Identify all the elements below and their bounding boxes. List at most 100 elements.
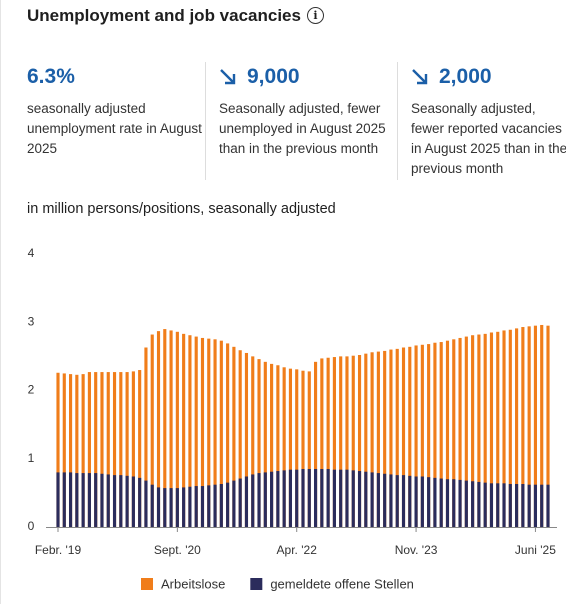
bar bbox=[100, 372, 104, 527]
bar bbox=[232, 480, 236, 527]
y-tick-label: 4 bbox=[28, 246, 35, 260]
bar bbox=[68, 374, 73, 527]
bar bbox=[276, 365, 280, 527]
bar bbox=[131, 371, 135, 527]
bar bbox=[433, 477, 437, 527]
bar bbox=[452, 339, 456, 527]
bar bbox=[150, 484, 154, 527]
bar bbox=[270, 471, 274, 527]
bar bbox=[100, 473, 104, 527]
bar bbox=[364, 353, 368, 527]
bar bbox=[263, 361, 267, 527]
bar bbox=[257, 359, 261, 527]
bar bbox=[138, 370, 142, 527]
bar bbox=[81, 473, 85, 527]
bar bbox=[219, 484, 223, 527]
bar bbox=[445, 340, 450, 527]
bar bbox=[408, 346, 412, 527]
bar bbox=[420, 344, 424, 527]
kpi-text: Seasonally adjusted, fewer reported vaca… bbox=[411, 99, 566, 179]
bar bbox=[251, 474, 255, 527]
bar bbox=[200, 337, 205, 527]
bar bbox=[182, 487, 186, 527]
x-tick-label: Sept. '20 bbox=[154, 543, 201, 557]
bar bbox=[408, 475, 412, 527]
bar bbox=[414, 345, 418, 527]
bar bbox=[364, 471, 368, 527]
bar bbox=[106, 474, 110, 527]
bar bbox=[56, 372, 60, 527]
bar bbox=[194, 336, 198, 527]
bar bbox=[515, 484, 519, 527]
bar bbox=[458, 337, 462, 527]
bar bbox=[106, 372, 110, 527]
bar bbox=[383, 473, 387, 527]
bar bbox=[125, 372, 129, 527]
kpi-value: 6.3% bbox=[27, 65, 75, 88]
bar bbox=[112, 372, 117, 527]
y-tick-label: 0 bbox=[28, 519, 35, 533]
bar bbox=[313, 361, 318, 527]
bar bbox=[471, 481, 475, 527]
bar bbox=[508, 329, 512, 527]
bar bbox=[295, 369, 299, 527]
bar bbox=[351, 355, 355, 527]
bar bbox=[169, 330, 173, 527]
x-tick-label: Febr. '19 bbox=[35, 543, 82, 557]
legend-label: gemeldete offene Stellen bbox=[270, 576, 414, 591]
bar bbox=[138, 477, 142, 527]
bar bbox=[257, 473, 261, 527]
bar bbox=[533, 484, 538, 527]
bar bbox=[175, 331, 179, 527]
bar bbox=[376, 473, 380, 527]
bar bbox=[433, 342, 437, 527]
bar bbox=[295, 469, 299, 527]
bar bbox=[94, 473, 98, 527]
x-tick-label: Apr. '22 bbox=[277, 543, 318, 557]
bar bbox=[389, 474, 393, 527]
kpi-value-row: 9,000 bbox=[219, 62, 395, 92]
bar bbox=[339, 469, 343, 527]
bar bbox=[251, 356, 255, 527]
bar bbox=[489, 332, 494, 527]
bar bbox=[527, 326, 531, 527]
bar bbox=[87, 372, 91, 527]
bar bbox=[339, 356, 343, 527]
bar bbox=[376, 351, 380, 527]
kpi-value: 2,000 bbox=[439, 65, 492, 88]
bar bbox=[389, 349, 393, 527]
down-arrow bbox=[412, 69, 428, 85]
bar bbox=[62, 472, 66, 527]
bar bbox=[540, 484, 544, 527]
bar bbox=[483, 333, 487, 527]
bar bbox=[420, 476, 424, 527]
bar bbox=[383, 350, 387, 527]
legend-swatch bbox=[141, 578, 153, 590]
bar bbox=[357, 471, 362, 527]
bar bbox=[464, 480, 468, 527]
bar bbox=[163, 329, 167, 527]
kpi-text: seasonally adjusted unemployment rate in… bbox=[27, 101, 202, 156]
bar bbox=[156, 487, 161, 527]
bar bbox=[332, 469, 336, 527]
kpi-text: Seasonally adjusted, fewer unemployed in… bbox=[219, 101, 386, 156]
bar bbox=[414, 476, 418, 527]
bar bbox=[125, 475, 129, 527]
bar bbox=[150, 334, 154, 527]
bar bbox=[282, 470, 286, 527]
bar bbox=[62, 373, 66, 527]
bar bbox=[244, 352, 249, 527]
bar bbox=[351, 470, 355, 527]
bar bbox=[307, 468, 311, 527]
bar bbox=[75, 473, 79, 527]
kpi-value: 9,000 bbox=[247, 65, 300, 88]
info-icon[interactable]: i bbox=[306, 7, 324, 24]
bar bbox=[270, 363, 274, 527]
bar bbox=[188, 335, 192, 527]
bar bbox=[489, 483, 494, 527]
x-tick-label: Juni '25 bbox=[515, 543, 556, 557]
title: Unemployment and job vacancies bbox=[27, 6, 301, 25]
bar bbox=[471, 335, 475, 527]
bar bbox=[521, 327, 525, 527]
bar bbox=[370, 352, 374, 527]
